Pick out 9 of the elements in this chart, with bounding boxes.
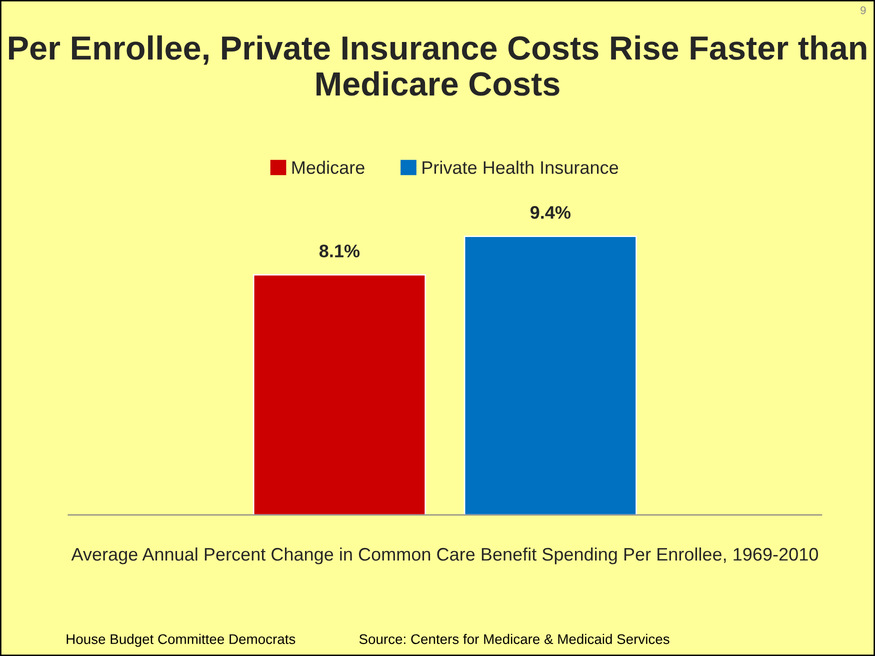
text: 9 — [860, 6, 866, 14]
data-label: 8.1% — [319, 244, 360, 258]
legend-label: Medicare — [292, 160, 364, 174]
source-note: Source: Centers for Medicare & Medicaid Services — [359, 634, 670, 644]
legend-label: Private Health Insurance — [422, 160, 618, 174]
data-label: 9.4% — [530, 206, 571, 219]
x-axis-title: Average Annual Percent Change in Common Care Benefit Spending Per Enrollee, 1969-2010 — [71, 547, 818, 564]
chart-title: Per Enrollee, Private Insurance Costs Rise Faster than Medicare Costs — [9, 35, 866, 96]
text: House Budget Committee Democrats — [66, 634, 296, 647]
